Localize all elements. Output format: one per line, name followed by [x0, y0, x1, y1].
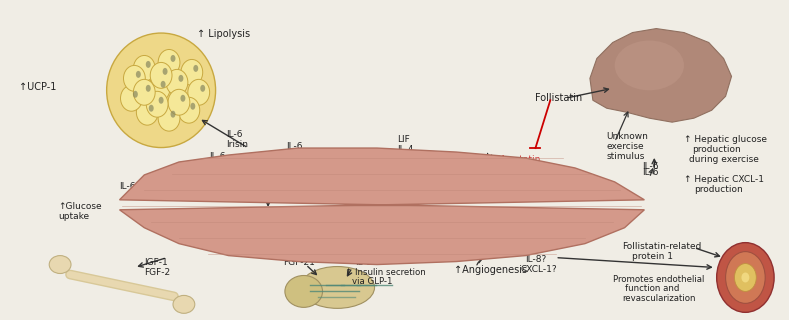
Ellipse shape [742, 273, 750, 283]
Text: production: production [692, 145, 741, 154]
Text: IGF-1: IGF-1 [144, 258, 168, 267]
Text: protein 1: protein 1 [633, 252, 674, 260]
Text: ↑AMPK: ↑AMPK [246, 178, 279, 187]
Text: revascularization: revascularization [623, 294, 696, 303]
Text: uptake: uptake [58, 212, 89, 221]
Text: IL-6: IL-6 [208, 152, 225, 161]
Text: ↑UCP-1: ↑UCP-1 [18, 82, 56, 92]
Text: ↑ Insulin secretion: ↑ Insulin secretion [346, 268, 426, 276]
Text: during exercise: during exercise [689, 155, 759, 164]
Ellipse shape [301, 267, 375, 308]
Text: Follistatin: Follistatin [536, 93, 583, 103]
Ellipse shape [136, 99, 158, 125]
Ellipse shape [161, 81, 166, 88]
Ellipse shape [158, 105, 180, 131]
Text: ↑Glucose: ↑Glucose [58, 202, 102, 211]
Ellipse shape [285, 276, 323, 307]
Text: FGF-2: FGF-2 [144, 268, 170, 276]
Text: LIF: LIF [397, 135, 409, 144]
Text: IL-6: IL-6 [226, 130, 243, 139]
Text: ↑Fat oxidation: ↑Fat oxidation [238, 230, 304, 239]
Text: function and: function and [625, 284, 679, 293]
Ellipse shape [148, 76, 170, 101]
Text: IL-6: IL-6 [397, 155, 413, 164]
Ellipse shape [146, 61, 151, 68]
Text: IL-6: IL-6 [119, 182, 136, 191]
Text: FGF-21: FGF-21 [283, 258, 315, 267]
Ellipse shape [168, 89, 190, 115]
Ellipse shape [170, 111, 175, 118]
Ellipse shape [178, 75, 183, 82]
Text: Promotes endothelial: Promotes endothelial [613, 275, 704, 284]
Text: production: production [694, 185, 742, 194]
Text: ↑ Lipolysis: ↑ Lipolysis [196, 28, 250, 39]
Ellipse shape [133, 55, 155, 81]
Ellipse shape [163, 68, 167, 75]
Ellipse shape [146, 85, 151, 92]
Text: IL-7: IL-7 [397, 165, 413, 174]
Text: IL-15: IL-15 [397, 175, 419, 184]
Ellipse shape [133, 91, 138, 98]
Text: IL-4: IL-4 [397, 145, 413, 154]
Ellipse shape [726, 252, 765, 303]
Text: ↑Angiogenesis: ↑Angiogenesis [454, 265, 527, 275]
Ellipse shape [49, 256, 71, 274]
Ellipse shape [166, 69, 188, 95]
Text: Hypertrophy: Hypertrophy [462, 170, 522, 180]
Ellipse shape [188, 79, 210, 105]
Ellipse shape [735, 264, 757, 292]
Ellipse shape [193, 65, 198, 72]
Ellipse shape [124, 65, 145, 91]
Ellipse shape [181, 95, 185, 102]
Ellipse shape [159, 97, 163, 104]
Ellipse shape [121, 85, 142, 111]
Ellipse shape [170, 55, 175, 62]
Ellipse shape [158, 50, 180, 76]
Ellipse shape [173, 295, 195, 313]
Text: ↑Lipolysis: ↑Lipolysis [342, 162, 389, 171]
Text: Irisin: Irisin [226, 140, 249, 149]
Text: BDNF: BDNF [208, 162, 234, 171]
Ellipse shape [178, 97, 200, 123]
Ellipse shape [190, 103, 196, 110]
Polygon shape [590, 28, 731, 122]
Ellipse shape [716, 243, 774, 312]
Text: stimulus: stimulus [607, 152, 645, 161]
Text: CXCL-1?: CXCL-1? [521, 265, 557, 274]
Text: IL-6: IL-6 [642, 168, 659, 177]
Ellipse shape [149, 105, 154, 112]
Text: Myostatin: Myostatin [495, 155, 540, 164]
Ellipse shape [136, 71, 140, 78]
Polygon shape [119, 148, 645, 265]
Text: IL-6: IL-6 [286, 142, 302, 151]
Text: ↑ Hepatic CXCL-1: ↑ Hepatic CXCL-1 [684, 175, 764, 184]
Text: Unknown: Unknown [607, 132, 649, 141]
Ellipse shape [150, 62, 172, 88]
Ellipse shape [615, 41, 684, 90]
Text: ↑ Hepatic glucose: ↑ Hepatic glucose [684, 135, 767, 144]
Ellipse shape [181, 60, 203, 85]
Text: IL-6: IL-6 [355, 258, 372, 267]
Ellipse shape [107, 33, 215, 148]
Text: IL-6: IL-6 [642, 162, 659, 171]
Text: Follistatin-related: Follistatin-related [623, 242, 702, 251]
Text: via GLP-1: via GLP-1 [352, 277, 393, 286]
Ellipse shape [133, 79, 155, 105]
Text: IL-8?: IL-8? [525, 255, 547, 264]
Ellipse shape [146, 91, 168, 117]
Ellipse shape [200, 85, 205, 92]
Text: exercise: exercise [607, 142, 645, 151]
